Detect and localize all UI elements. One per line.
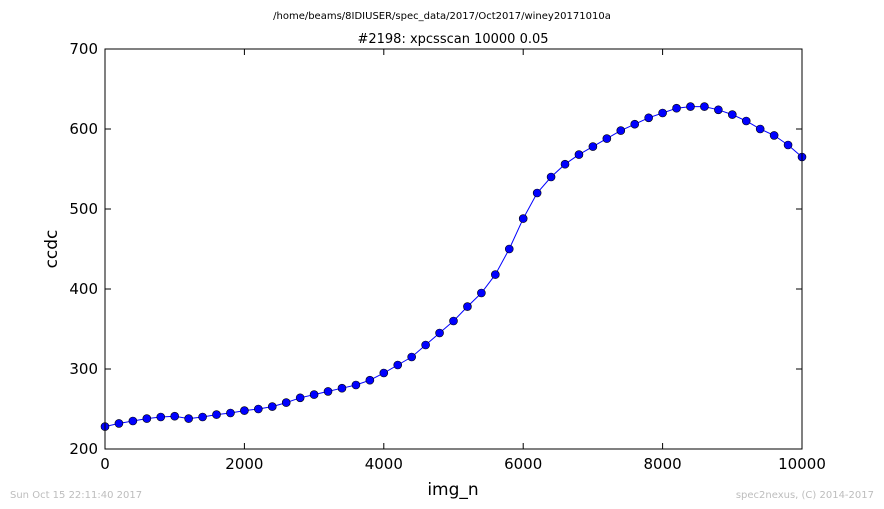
data-point: [727, 110, 737, 119]
data-point: [518, 214, 528, 223]
data-point: [504, 244, 514, 254]
data-point: [616, 126, 626, 135]
data-point: [686, 102, 695, 111]
data-point: [463, 302, 472, 311]
data-point: [281, 398, 291, 407]
data-point: [170, 411, 179, 421]
data-point: [602, 134, 612, 143]
data-point: [198, 412, 207, 422]
x-tick-label: 2000: [225, 455, 263, 473]
data-point: [714, 105, 723, 115]
data-point: [351, 380, 361, 390]
data-point: [226, 408, 235, 418]
data-point: [184, 414, 193, 423]
x-tick-label: 10000: [778, 455, 826, 473]
data-point: [212, 410, 221, 419]
y-tick-label: 600: [69, 120, 98, 138]
chart-suptitle: /home/beams/8IDIUSER/spec_data/2017/Oct2…: [273, 11, 611, 22]
y-tick-label: 700: [69, 40, 98, 58]
data-point: [142, 414, 152, 423]
data-point: [337, 383, 347, 393]
data-point: [658, 108, 667, 118]
data-point: [783, 140, 793, 150]
data-point: [323, 387, 333, 396]
data-point: [769, 131, 779, 140]
data-point: [560, 159, 570, 169]
chart-title: #2198: xpcsscan 10000 0.05: [357, 32, 548, 47]
x-axis-label: img_n: [427, 480, 478, 500]
x-tick-label: 4000: [365, 455, 403, 473]
footer-timestamp: Sun Oct 15 22:11:40 2017: [10, 490, 142, 501]
data-point: [491, 270, 500, 279]
data-point: [449, 316, 458, 326]
y-tick-label: 300: [69, 360, 98, 378]
x-tick-label: 6000: [504, 455, 542, 473]
data-point: [114, 419, 124, 428]
data-point: [546, 172, 556, 182]
x-tick-label: 0: [100, 455, 110, 473]
data-point: [365, 375, 375, 385]
y-tick-label: 500: [69, 200, 98, 218]
data-point: [309, 390, 319, 399]
data-point: [267, 402, 277, 411]
data-point: [741, 116, 751, 126]
plot-frame: [104, 48, 803, 450]
data-point: [379, 368, 389, 378]
x-tick-label: 8000: [644, 455, 682, 473]
data-point: [574, 150, 584, 159]
data-point: [700, 102, 709, 111]
y-tick-label: 400: [69, 280, 98, 298]
data-point: [421, 340, 430, 350]
series-line-0: [104, 106, 803, 428]
data-point: [254, 404, 263, 414]
data-point: [393, 360, 403, 370]
data-point: [644, 113, 653, 123]
data-point: [532, 188, 542, 198]
data-point: [407, 352, 416, 362]
footer-credit: spec2nexus, (C) 2014-2017: [736, 490, 874, 501]
data-point: [672, 103, 681, 113]
data-point: [755, 124, 765, 134]
y-tick-label: 200: [69, 440, 98, 458]
data-point: [128, 416, 138, 426]
data-point: [435, 328, 444, 338]
data-point: [240, 406, 249, 415]
data-point: [295, 393, 305, 403]
data-point: [477, 288, 486, 298]
y-axis-label: ccdc: [42, 230, 62, 269]
data-point: [588, 142, 598, 151]
plot-area: 0 2000 4000 6000 8000 10000 200 300 400 500 600 700: [69, 40, 826, 473]
data-point: [156, 412, 166, 422]
data-point: [630, 119, 640, 129]
